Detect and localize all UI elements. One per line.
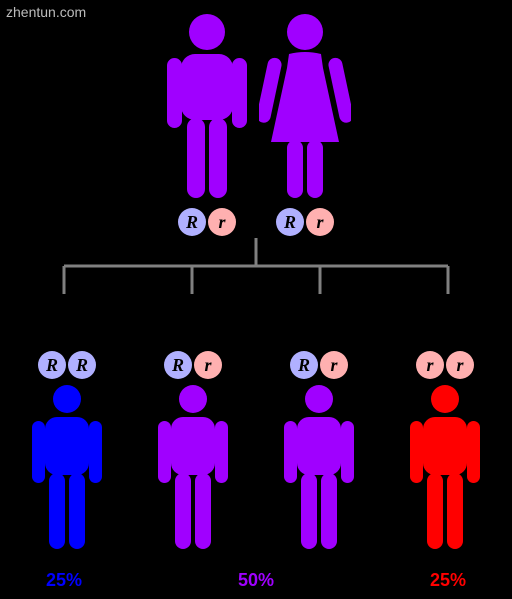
mother-alleles: R r — [276, 208, 334, 236]
child-3-alleles: R r — [290, 351, 348, 379]
child-unaffected: R R — [27, 351, 107, 553]
child-1-alleles: R R — [38, 351, 96, 379]
allele-R: R — [290, 351, 318, 379]
child-row: R R R r R r — [0, 351, 512, 553]
person-icon — [153, 383, 233, 553]
child-carrier-2: R r — [279, 351, 359, 553]
allele-r: r — [446, 351, 474, 379]
allele-r: r — [320, 351, 348, 379]
allele-R: R — [68, 351, 96, 379]
allele-R: R — [178, 208, 206, 236]
person-icon — [27, 383, 107, 553]
person-icon — [405, 383, 485, 553]
child-2-alleles: R r — [164, 351, 222, 379]
father-alleles: R r — [178, 208, 236, 236]
parent-father: R r — [161, 12, 253, 236]
allele-R: R — [164, 351, 192, 379]
allele-r: r — [306, 208, 334, 236]
person-icon — [279, 383, 359, 553]
legend-affected: 25% — [384, 570, 512, 591]
legend-row: 25% 50% 25% — [0, 570, 512, 591]
parent-row: R r R r — [0, 0, 512, 236]
child-carrier-1: R r — [153, 351, 233, 553]
pedigree-lines — [0, 238, 512, 294]
allele-r: r — [194, 351, 222, 379]
child-affected: r r — [405, 351, 485, 553]
allele-r: r — [416, 351, 444, 379]
male-icon — [161, 12, 253, 202]
legend-unaffected: 25% — [0, 570, 128, 591]
allele-r: r — [208, 208, 236, 236]
female-icon — [259, 12, 351, 202]
allele-R: R — [276, 208, 304, 236]
allele-R: R — [38, 351, 66, 379]
parent-mother: R r — [259, 12, 351, 236]
watermark: zhentun.com — [6, 4, 86, 20]
legend-carrier: 50% — [128, 570, 384, 591]
child-4-alleles: r r — [416, 351, 474, 379]
